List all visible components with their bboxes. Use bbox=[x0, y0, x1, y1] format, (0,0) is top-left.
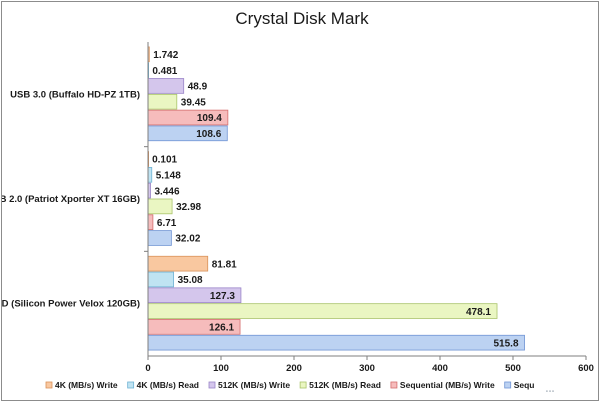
bar bbox=[147, 230, 172, 246]
x-tick-label: 400 bbox=[432, 363, 448, 374]
chart-title: Crystal Disk Mark bbox=[235, 9, 369, 28]
bar bbox=[147, 78, 185, 94]
legend: 4K (MB/s) Write 4K (MB/s) Read 512K (MB/s)… bbox=[45, 380, 535, 390]
x-tick-label: 200 bbox=[286, 363, 302, 374]
data-label: 48.9 bbox=[188, 82, 208, 93]
data-label: 81.81 bbox=[212, 259, 237, 270]
data-labels: 1.742 0.481 48.9 39.45 109.4 108.6 0.101 5.148 3… bbox=[152, 50, 519, 349]
legend-label: Sequ bbox=[514, 380, 535, 390]
data-label: 39.45 bbox=[181, 97, 206, 108]
bar bbox=[147, 271, 175, 288]
category-labels: USB 3.0 (Buffalo HD-PZ 1TB) USB 2.0 (Patr… bbox=[2, 89, 140, 309]
data-label: 1.742 bbox=[153, 50, 178, 61]
data-label: 109.4 bbox=[197, 113, 222, 124]
legend-swatch bbox=[504, 381, 512, 389]
bar bbox=[147, 303, 498, 319]
legend-label: Sequential (MB/s) Write bbox=[400, 380, 495, 390]
bar bbox=[147, 166, 153, 183]
data-label: 108.6 bbox=[196, 129, 221, 140]
bar bbox=[147, 214, 154, 231]
legend-label: 4K (MB/s) Write bbox=[55, 380, 118, 390]
legend-label: 512K (MB/s) Write bbox=[218, 380, 290, 390]
bar bbox=[147, 93, 178, 110]
x-tick-label: 100 bbox=[213, 363, 229, 374]
data-label: 126.1 bbox=[209, 323, 234, 334]
data-label: 0.481 bbox=[152, 66, 177, 77]
legend-swatch bbox=[45, 381, 53, 389]
legend-swatch bbox=[127, 381, 135, 389]
data-label: 478.1 bbox=[466, 307, 491, 318]
legend-swatch bbox=[299, 381, 307, 389]
legend-swatch bbox=[390, 381, 398, 389]
data-label: 32.98 bbox=[176, 202, 201, 213]
data-label: 35.08 bbox=[178, 275, 203, 286]
x-tick-label: 600 bbox=[578, 363, 594, 374]
legend-label: 4K (MB/s) Read bbox=[137, 380, 199, 390]
x-tick-label: 300 bbox=[359, 363, 375, 374]
data-label: 127.3 bbox=[210, 291, 235, 302]
category-label: USB 2.0 (Patriot Xporter XT 16GB) bbox=[2, 194, 140, 205]
data-label: 515.8 bbox=[494, 338, 519, 349]
bar bbox=[147, 198, 173, 215]
data-label: 32.02 bbox=[175, 234, 200, 245]
category-label: USB 3.0 (Buffalo HD-PZ 1TB) bbox=[10, 89, 140, 100]
category-label: SSD (Silicon Power Velox 120GB) bbox=[2, 299, 140, 310]
data-label: 3.446 bbox=[155, 186, 180, 197]
bar bbox=[147, 255, 209, 272]
bar bbox=[147, 334, 525, 351]
data-label: 0.101 bbox=[152, 155, 177, 166]
legend-label: 512K (MB/s) Read bbox=[309, 380, 381, 390]
watermark-text: ... bbox=[545, 383, 554, 395]
data-label: 5.148 bbox=[156, 171, 181, 182]
legend-swatch bbox=[208, 381, 216, 389]
x-tick-label: 500 bbox=[505, 363, 521, 374]
data-label: 6.71 bbox=[157, 218, 177, 229]
x-tick-label: 0 bbox=[145, 363, 150, 374]
axes: 0 100 200 300 400 500 600 bbox=[144, 42, 594, 374]
